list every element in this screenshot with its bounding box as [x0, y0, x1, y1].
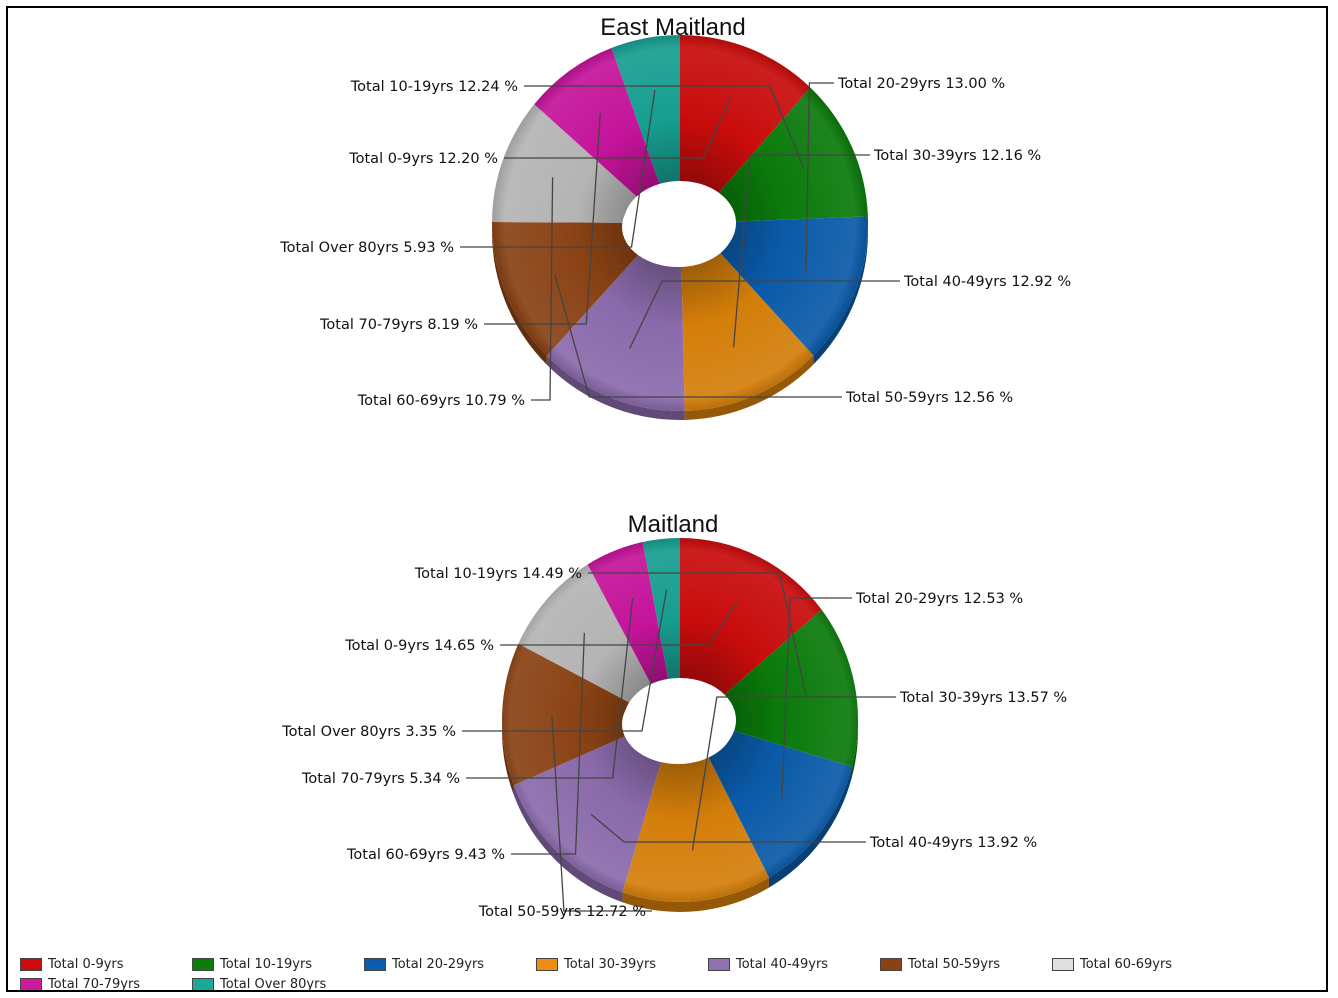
maitland-leader-total-50-59yrs	[551, 715, 652, 912]
east-maitland-rim-total-40-49yrs	[546, 355, 685, 420]
maitland-slice-total-10-19yrs	[724, 609, 858, 767]
maitland-leader-total-over-80yrs	[462, 589, 668, 732]
maitland-pie-rim	[502, 720, 858, 912]
maitland-label-total-0-9yrs: Total 0-9yrs 14.65 %	[344, 638, 494, 654]
maitland-label-total-60-69yrs: Total 60-69yrs 9.43 %	[346, 847, 505, 863]
maitland-slice-total-0-9yrs	[680, 538, 822, 695]
maitland-donut-hole	[622, 684, 734, 764]
maitland-leader-total-60-69yrs	[511, 632, 586, 855]
pie-chart-maitland: Maitland Total 0-9yrs 14.65 % Total 10-19…	[281, 511, 1067, 920]
east-maitland-label-total-60-69yrs: Total 60-69yrs 10.79 %	[357, 393, 525, 409]
maitland-leader-total-20-29yrs	[781, 597, 852, 800]
east-maitland-leader-total-40-49yrs	[629, 280, 900, 349]
maitland-rim-total-20-29yrs	[768, 766, 853, 888]
legend-swatch	[20, 977, 42, 990]
legend-swatch	[708, 957, 730, 971]
legend-label: Total 20-29yrs	[392, 956, 485, 972]
east-maitland-leader-total-70-79yrs	[484, 113, 601, 325]
east-maitland-leader-total-20-29yrs	[805, 82, 834, 273]
east-maitland-slice-total-50-59yrs	[492, 221, 641, 356]
east-maitland-slice-total-40-49yrs	[546, 252, 685, 411]
legend-label: Total 70-79yrs	[48, 976, 141, 992]
east-maitland-label-total-20-29yrs: Total 20-29yrs 13.00 %	[837, 76, 1005, 92]
east-maitland-label-total-30-39yrs: Total 30-39yrs 12.16 %	[873, 148, 1041, 164]
maitland-label-total-over-80yrs: Total Over 80yrs 3.35 %	[281, 724, 456, 740]
legend-item-total-30-39yrs: Total 30-39yrs	[536, 956, 656, 972]
chart-frame: East Maitland Total 0-9yrs 12.20 % Total …	[6, 6, 1328, 992]
legend-label: Total Over 80yrs	[220, 976, 327, 992]
east-maitland-leader-total-over-80yrs	[460, 89, 656, 248]
maitland-leader-total-70-79yrs	[466, 598, 634, 779]
east-maitland-pie-rim	[492, 223, 868, 420]
east-maitland-label-total-40-49yrs: Total 40-49yrs 12.92 %	[903, 274, 1071, 290]
maitland-label-total-10-19yrs: Total 10-19yrs 14.49 %	[414, 566, 582, 582]
legend-item-total-0-9yrs: Total 0-9yrs	[20, 956, 124, 972]
maitland-label-total-40-49yrs: Total 40-49yrs 13.92 %	[869, 835, 1037, 851]
maitland-label-total-30-39yrs: Total 30-39yrs 13.57 %	[899, 690, 1067, 706]
east-maitland-leader-total-10-19yrs	[524, 85, 805, 169]
east-maitland-label-total-over-80yrs: Total Over 80yrs 5.93 %	[279, 240, 454, 256]
legend-item-total-50-59yrs: Total 50-59yrs	[880, 956, 1000, 972]
east-maitland-slice-total-30-39yrs	[681, 252, 814, 411]
legend-swatch	[1052, 957, 1074, 971]
maitland-slice-total-50-59yrs	[502, 643, 630, 786]
maitland-leader-total-30-39yrs	[691, 696, 896, 851]
east-maitland-label-total-10-19yrs: Total 10-19yrs 12.24 %	[350, 79, 518, 95]
legend-swatch	[536, 957, 558, 971]
legend-label: Total 60-69yrs	[1080, 956, 1173, 972]
legend-item-total-40-49yrs: Total 40-49yrs	[708, 956, 828, 972]
maitland-rim-total-30-39yrs	[622, 877, 769, 912]
pie-chart-east-maitland: East Maitland Total 0-9yrs 12.20 %Total …	[279, 14, 1071, 420]
maitland-leader-total-0-9yrs	[500, 602, 738, 646]
legend-swatch	[364, 957, 386, 971]
east-maitland-slice-total-60-69yrs	[492, 104, 637, 223]
legend-swatch	[192, 957, 214, 971]
maitland-leader-total-40-49yrs	[590, 813, 866, 843]
east-maitland-leader-total-60-69yrs	[531, 177, 554, 401]
east-maitland-label-total-0-9yrs: Total 0-9yrs 12.20 %	[348, 151, 498, 167]
chart-legend: Total 0-9yrs Total 10-19yrs Total 20-29yrs…	[20, 956, 1326, 992]
legend-item-total-20-29yrs: Total 20-29yrs	[364, 956, 484, 972]
legend-label: Total 40-49yrs	[736, 956, 829, 972]
legend-label: Total 30-39yrs	[564, 956, 657, 972]
east-maitland-rim-total-30-39yrs	[684, 355, 814, 420]
maitland-slice-total-70-79yrs	[587, 542, 669, 685]
east-maitland-rim-total-20-29yrs	[813, 223, 868, 365]
maitland-label-total-50-59yrs: Total 50-59yrs 12.72 %	[478, 904, 646, 920]
east-maitland-slice-total-0-9yrs	[680, 35, 811, 193]
maitland-leader-total-10-19yrs	[588, 572, 807, 695]
maitland-rim-total-40-49yrs	[513, 785, 623, 903]
maitland-rim-total-10-19yrs	[852, 720, 858, 777]
chart-canvas: East Maitland Total 0-9yrs 12.20 %Total …	[279, 14, 1071, 920]
legend-label: Total 50-59yrs	[908, 956, 1001, 972]
east-maitland-leader-total-50-59yrs	[554, 274, 842, 398]
legend-label: Total 10-19yrs	[220, 956, 313, 972]
maitland-rim-total-50-59yrs	[502, 720, 514, 796]
maitland-label-total-70-79yrs: Total 70-79yrs 5.34 %	[301, 771, 460, 787]
east-maitland-label-total-70-79yrs: Total 70-79yrs 8.19 %	[319, 317, 478, 333]
east-maitland-slice-total-over-80yrs	[611, 35, 680, 184]
legend-item-total-70-79yrs: Total 70-79yrs	[20, 976, 141, 992]
east-maitland-slice-total-20-29yrs	[719, 216, 869, 356]
east-maitland-rim-total-50-59yrs	[492, 223, 547, 365]
east-maitland-leader-total-30-39yrs	[732, 154, 870, 348]
legend-swatch	[880, 957, 902, 971]
east-maitland-label-total-50-59yrs: Total 50-59yrs 12.56 %	[845, 390, 1013, 406]
legend-swatch	[20, 957, 42, 971]
legend-item-total-60-69yrs: Total 60-69yrs	[1052, 956, 1172, 972]
maitland-label-total-20-29yrs: Total 20-29yrs 12.53 %	[855, 591, 1023, 607]
east-maitland-slice-total-70-79yrs	[534, 47, 660, 197]
east-maitland-donut-hole	[622, 187, 734, 267]
east-maitland-leader-total-0-9yrs	[504, 97, 732, 159]
maitland-slice-total-40-49yrs	[513, 735, 662, 893]
chart-title-maitland: Maitland	[628, 511, 719, 538]
legend-item-total-10-19yrs: Total 10-19yrs	[192, 956, 312, 972]
legend-label: Total 0-9yrs	[48, 956, 124, 972]
legend-swatch	[192, 977, 214, 990]
maitland-slice-total-20-29yrs	[707, 730, 853, 878]
legend-item-total-over-80yrs: Total Over 80yrs	[192, 976, 327, 992]
